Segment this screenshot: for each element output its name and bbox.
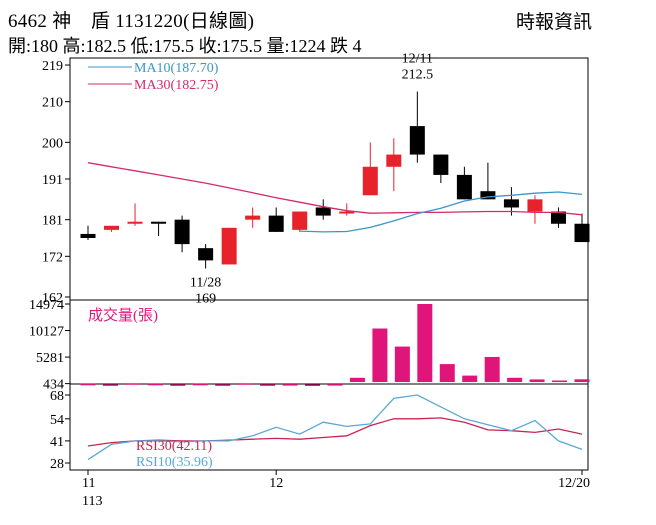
volume-bar xyxy=(170,384,186,386)
rsi-tick-label: 41 xyxy=(50,435,64,450)
volume-bar xyxy=(102,384,118,386)
volume-bar xyxy=(372,328,388,382)
candle-body xyxy=(245,215,261,220)
ma10-line xyxy=(299,191,583,233)
x-tick-label: 12 xyxy=(269,476,283,491)
candle-body xyxy=(409,126,425,155)
volume-bar xyxy=(215,384,231,386)
ohlc-summary: 開:180 高:182.5 低:175.5 收:175.5 量:1224 跌 4 xyxy=(8,36,362,56)
candle-body xyxy=(104,225,120,230)
price-tick-label: 200 xyxy=(42,136,63,151)
price-tick-label: 219 xyxy=(42,59,63,74)
panel-frame-2 xyxy=(69,383,589,471)
ma30-legend-label: MA30(182.75) xyxy=(134,78,219,93)
volume-title: 成交量(張) xyxy=(88,306,158,324)
candle-body xyxy=(221,227,237,265)
candle-body xyxy=(174,219,190,245)
candle-body xyxy=(315,207,331,216)
volume-tick-label: 5281 xyxy=(36,351,64,366)
rsi-tick-label: 28 xyxy=(50,457,64,472)
candle-body xyxy=(503,199,519,208)
source-label: 時報資訊 xyxy=(515,12,592,33)
candle-body xyxy=(574,223,590,243)
volume-bar xyxy=(507,377,523,382)
price-tick-label: 181 xyxy=(42,214,63,229)
price-annotation: 12/11 xyxy=(402,51,433,66)
volume-bar xyxy=(417,304,433,382)
volume-bar xyxy=(80,383,96,386)
chart-title: 6462 神 盾 1131220(日線圖) xyxy=(8,11,255,32)
price-annotation: 169 xyxy=(195,292,216,307)
candle-body xyxy=(80,233,96,238)
x-tick-label: 11 xyxy=(82,476,95,491)
volume-bar xyxy=(282,384,298,386)
price-tick-label: 172 xyxy=(42,250,63,265)
candle-body xyxy=(480,191,496,200)
volume-bar xyxy=(462,375,478,382)
rsi10-legend-label: RSI10(35.96) xyxy=(136,455,213,470)
volume-bar xyxy=(305,384,321,386)
candle-body xyxy=(198,248,214,261)
volume-bar xyxy=(327,384,343,386)
x-axis: 11 113 12 12/20 xyxy=(82,470,590,509)
ma30-line xyxy=(87,162,583,216)
panel-frames xyxy=(69,57,589,471)
volume-bar xyxy=(529,379,545,382)
price-annotation: 212.5 xyxy=(402,67,434,82)
rsi30-line xyxy=(87,417,583,447)
price-tick-label: 210 xyxy=(42,96,63,111)
candle-body xyxy=(456,174,472,200)
rsi-tick-label: 68 xyxy=(50,389,64,404)
volume-bar xyxy=(125,383,141,385)
price-tick-label: 191 xyxy=(42,173,63,188)
rsi-tick-label: 54 xyxy=(50,413,64,428)
volume-panel: 成交量(張) 14974 10127 5281 434 xyxy=(29,298,590,393)
volume-bar xyxy=(394,346,410,382)
candle-body xyxy=(127,221,143,224)
x-tick-label: 12/20 xyxy=(558,476,590,491)
price-tick-label: 162 xyxy=(42,291,63,306)
volume-tick-label: 14974 xyxy=(29,298,64,313)
volume-tick-label: 434 xyxy=(43,378,64,393)
rsi10-line xyxy=(87,394,583,461)
volume-bar xyxy=(192,383,208,386)
candle-body xyxy=(151,221,167,224)
candle-body xyxy=(527,199,543,212)
volume-bar xyxy=(484,356,500,382)
candle-body xyxy=(292,211,308,230)
volume-tick-label: 10127 xyxy=(29,325,64,340)
volume-bar xyxy=(260,384,276,386)
price-annotation: 11/28 xyxy=(190,276,221,291)
price-panel: 219 210 200 191 181 172 162 MA10(187.70) MA30(18… xyxy=(42,51,590,307)
volume-bar xyxy=(349,377,365,382)
volume-bar xyxy=(237,383,253,385)
candle-body xyxy=(268,215,284,232)
panel-frame-0 xyxy=(69,57,589,301)
x-axis-year: 113 xyxy=(82,494,102,509)
rsi30-legend-label: RSI30(42.11) xyxy=(136,439,212,454)
volume-bar xyxy=(439,364,455,382)
volume-bar xyxy=(574,379,590,382)
volume-bar xyxy=(552,380,568,383)
rsi-panel: 68 54 41 28 RSI30(42.11)RSI10(35.96) xyxy=(50,389,583,472)
candle-body xyxy=(386,154,402,167)
candle-body xyxy=(433,154,449,175)
candle-body xyxy=(550,211,566,224)
ma10-legend-label: MA10(187.70) xyxy=(134,61,219,76)
candle-body xyxy=(339,211,355,214)
volume-bar xyxy=(147,383,163,386)
candle-body xyxy=(362,166,378,196)
